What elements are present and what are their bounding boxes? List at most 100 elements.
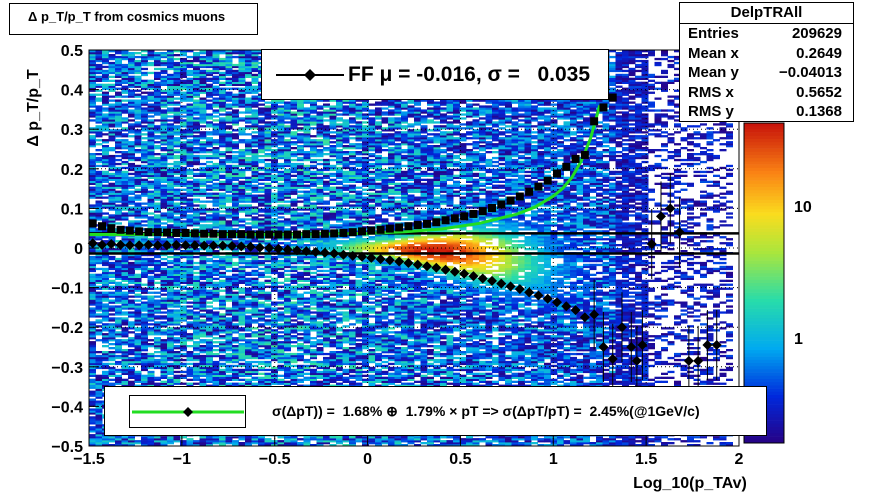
diamond-marker (217, 240, 228, 251)
diamond-marker (162, 240, 172, 251)
square-marker (339, 228, 348, 237)
square-marker (274, 230, 283, 239)
square-marker (98, 222, 106, 231)
diamond-marker (236, 241, 247, 252)
square-marker (116, 225, 125, 234)
y-tick-label: −0.1 (51, 281, 83, 298)
diamond-marker (579, 312, 590, 323)
y-tick-label: −0.3 (51, 360, 83, 377)
stats-row: Entries 209629 (680, 24, 853, 44)
x-axis-label: Log_10(p_TAv) (633, 475, 747, 492)
diamond-marker (347, 250, 358, 261)
square-marker (144, 228, 153, 237)
square-marker (320, 229, 329, 238)
square-marker (330, 229, 339, 238)
diamond-marker (431, 262, 442, 273)
square-marker (265, 230, 274, 239)
diamond-marker (97, 239, 107, 250)
diamond-marker (357, 251, 367, 262)
diamond-marker (338, 249, 349, 260)
diamond-marker (505, 281, 516, 292)
diamond-marker (254, 242, 265, 253)
y-tick-label: −0.2 (51, 320, 83, 337)
square-marker (135, 227, 144, 236)
square-marker (88, 219, 97, 228)
square-marker (450, 214, 459, 223)
diamond-marker (607, 353, 618, 364)
diamond-marker (665, 203, 676, 214)
diamond-marker (245, 241, 256, 252)
diamond-marker (171, 239, 182, 250)
diamond-marker (496, 278, 507, 289)
y-tick-label: 0 (74, 241, 83, 258)
ff-legend-text: FF μ = -0.016, σ = 0.035 (348, 63, 591, 86)
diamond-marker (552, 297, 562, 308)
square-marker (237, 230, 246, 239)
square-marker (469, 209, 478, 218)
stats-box: DelpTRAll Entries 209629 Mean x 0.2649 Mea… (679, 2, 854, 122)
stats-value: 0.5652 (796, 83, 842, 101)
diamond-marker (422, 261, 432, 272)
diamond-marker (617, 322, 627, 333)
square-marker (525, 187, 534, 196)
square-marker (423, 219, 431, 228)
stats-row: RMS x 0.5652 (680, 83, 853, 103)
diamond-marker (561, 301, 572, 312)
square-marker (200, 229, 209, 238)
square-marker (107, 224, 116, 233)
diamond-marker (440, 264, 451, 275)
x-tick-label: −1 (173, 451, 191, 468)
diamond-marker (487, 275, 497, 286)
x-tick-label: 1 (549, 451, 558, 468)
square-marker (209, 229, 218, 238)
square-marker (181, 228, 190, 237)
square-marker (190, 229, 199, 238)
stats-value: 0.2649 (796, 44, 842, 62)
diamond-marker (459, 268, 470, 279)
stats-name: DelpTRAll (680, 3, 853, 24)
y-tick-label: 0.4 (61, 83, 83, 100)
diamond-marker (693, 355, 704, 366)
diamond-marker (674, 227, 685, 238)
fit-curve-legend-icon (129, 395, 246, 428)
diamond-marker (394, 256, 405, 267)
square-marker (413, 221, 422, 230)
diamond-marker (542, 293, 553, 304)
diamond-marker (124, 240, 135, 251)
square-marker (534, 182, 543, 191)
diamond-marker (524, 287, 535, 298)
stats-row: RMS y 0.1368 (680, 102, 853, 122)
square-marker (460, 212, 469, 221)
square-marker (283, 230, 292, 239)
diamond-marker (152, 240, 163, 251)
diamond-marker (143, 239, 154, 250)
diamond-marker (646, 239, 657, 250)
data-markers (87, 93, 722, 396)
square-marker (348, 228, 357, 237)
diamond-marker (375, 254, 386, 265)
diamond-marker (115, 239, 126, 250)
x-tick-label: 0.5 (449, 451, 471, 468)
x-tick-label: −1.5 (73, 451, 105, 468)
square-marker (404, 222, 413, 231)
stats-label: Entries (688, 25, 739, 42)
square-marker (302, 230, 311, 239)
stats-row: Mean x 0.2649 (680, 44, 853, 64)
square-marker (515, 192, 524, 201)
diamond-marker (711, 340, 722, 351)
diamond-marker (227, 241, 237, 252)
square-marker (553, 169, 561, 178)
axes: −1.5 −1 −0.5 0 0.5 1 1.5 2 −0.5 −0.4 −0.3 −0.2 −0.1 0… (51, 43, 743, 468)
diamond-marker (468, 271, 479, 282)
square-marker (385, 224, 394, 233)
diamond-marker (533, 290, 544, 301)
x-tick-label: 1.5 (635, 451, 657, 468)
y-tick-label: −0.4 (51, 399, 83, 416)
diamond-marker (199, 240, 210, 251)
ff-legend: FF μ = -0.016, σ = 0.035 (261, 49, 609, 100)
stats-label: Mean y (688, 64, 739, 82)
diamond-marker (310, 246, 321, 257)
diamond-marker (384, 255, 395, 266)
stats-label: RMS x (688, 83, 734, 101)
diamond-marker (477, 273, 488, 284)
